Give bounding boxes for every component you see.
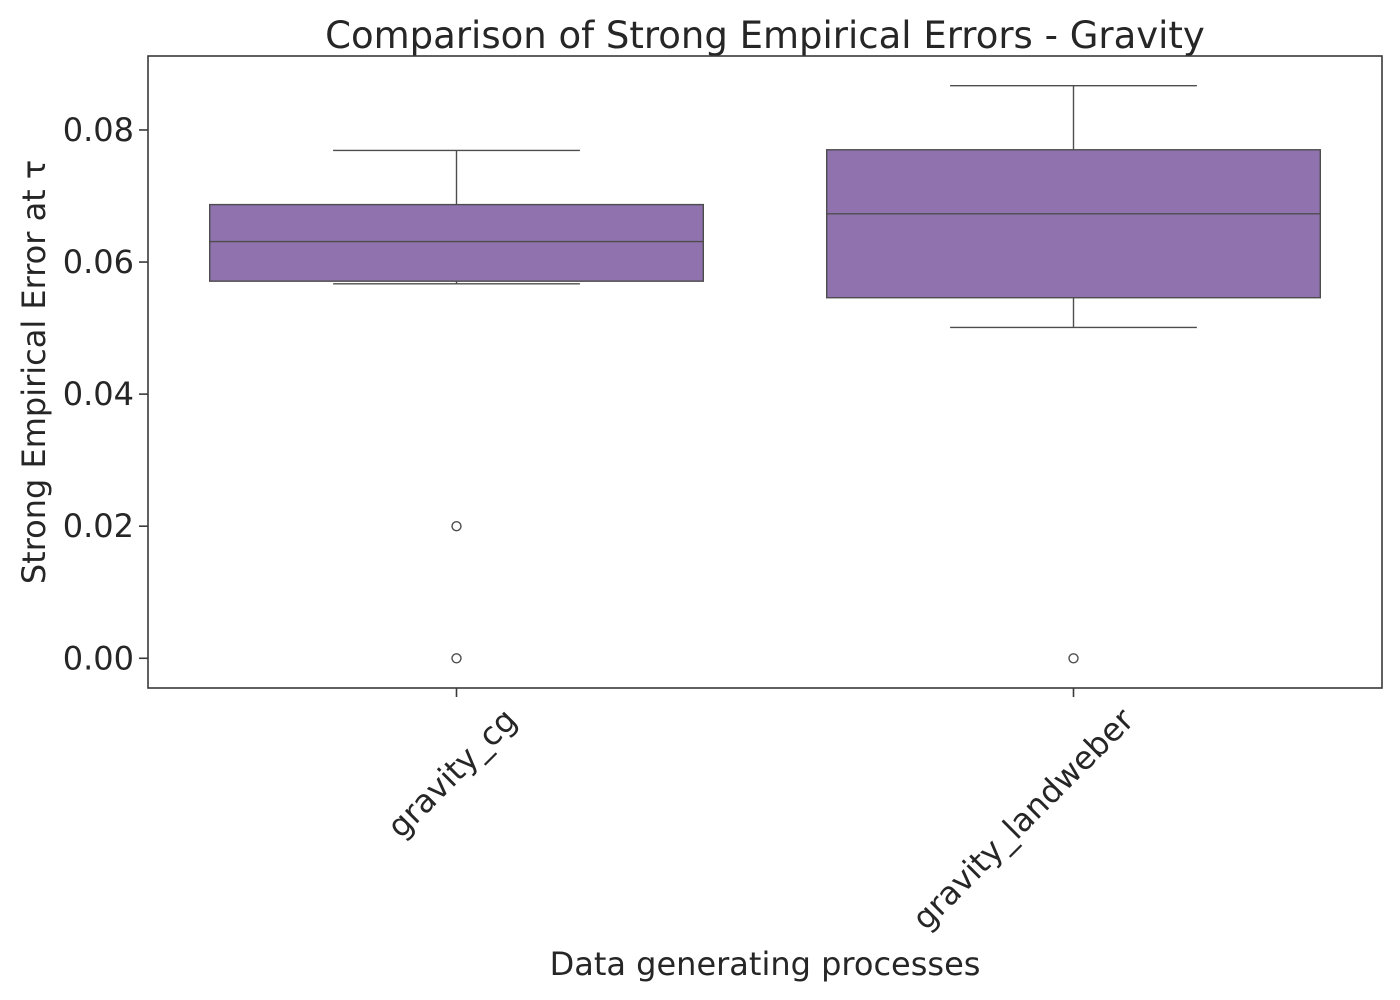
y-tick-label: 0.00	[63, 639, 134, 677]
y-tick-label: 0.08	[63, 111, 134, 149]
x-axis-label: Data generating processes	[550, 945, 981, 983]
x-axis: gravity_cg gravity_landweber	[380, 688, 1142, 937]
x-tick-label: gravity_landweber	[905, 700, 1142, 937]
outlier-point	[451, 653, 462, 664]
y-axis: 0.00 0.02 0.04 0.06 0.08	[63, 111, 148, 677]
outlier-point	[451, 521, 462, 532]
box-group	[826, 85, 1322, 664]
y-tick-label: 0.06	[63, 243, 134, 281]
box-iqr	[826, 149, 1322, 299]
x-tick-label: gravity_cg	[380, 701, 524, 845]
plot-frame	[147, 55, 1383, 689]
y-tick-label: 0.04	[63, 375, 134, 413]
box-iqr	[208, 203, 705, 282]
box-group	[208, 149, 705, 664]
outlier-point	[1068, 653, 1079, 664]
boxes-layer	[208, 85, 1322, 664]
y-axis-label: Strong Empirical Error at τ	[15, 160, 53, 584]
y-tick-label: 0.02	[63, 507, 134, 545]
chart-title: Comparison of Strong Empirical Errors - …	[325, 14, 1205, 57]
